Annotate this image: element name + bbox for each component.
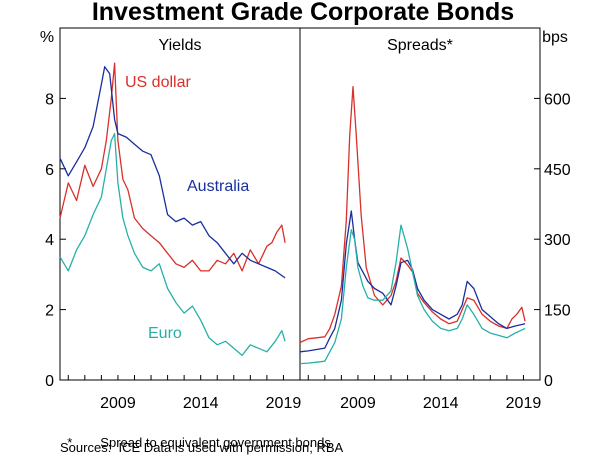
yields-x-tick-label: 2019 xyxy=(266,395,302,412)
yields-y-unit-label: % xyxy=(40,29,54,46)
yields-series-us-dollar xyxy=(59,62,286,272)
yields-x-tick-label: 2014 xyxy=(183,395,219,412)
yields-series-australia xyxy=(59,66,286,279)
y-tick-label-right: 600 xyxy=(544,91,571,108)
plot-area: Yields% 0 2 4 6 8 2009 2014 2019 US dollar Austral… xyxy=(40,27,571,412)
y-tick-label-left: 2 xyxy=(45,303,54,320)
spreads-series-us-dollar xyxy=(299,86,526,344)
y-tick-label-right: 150 xyxy=(544,303,571,320)
y-tick-label-left: 0 xyxy=(45,373,54,390)
series-label-us-dollar: US dollar xyxy=(125,74,191,91)
footnote-marker: * xyxy=(67,435,73,450)
y-tick-label-left: 8 xyxy=(45,91,54,108)
yields-series-euro xyxy=(59,132,286,357)
y-tick-label-left: 4 xyxy=(45,232,54,249)
spreads-series-australia xyxy=(299,210,526,353)
spreads-x-tick-label: 2014 xyxy=(423,395,459,412)
source-note: Sources: ICE Data is used with permissio… xyxy=(60,440,344,455)
footnote-text: Spread to equivalent government bonds xyxy=(100,435,331,450)
y-tick-label-left: 6 xyxy=(45,162,54,179)
spreads-panel-title: Spreads* xyxy=(387,37,453,54)
chart-title: Investment Grade Corporate Bonds xyxy=(92,0,514,26)
spreads-series-euro xyxy=(299,224,526,365)
spreads-x-tick-label: 2019 xyxy=(506,395,542,412)
yields-panel-title: Yields xyxy=(159,37,202,54)
spreads-x-tick-label: 2009 xyxy=(340,395,376,412)
y-tick-label-right: 300 xyxy=(544,232,571,249)
series-label-australia: Australia xyxy=(187,178,249,195)
spreads-y-unit-label: bps xyxy=(542,29,568,46)
y-tick-label-right: 0 xyxy=(544,373,553,390)
yields-x-tick-label: 2009 xyxy=(100,395,136,412)
footnote: * Spread to equivalent government bonds xyxy=(60,420,331,450)
series-label-euro: Euro xyxy=(148,325,182,342)
y-tick-label-right: 450 xyxy=(544,162,571,179)
